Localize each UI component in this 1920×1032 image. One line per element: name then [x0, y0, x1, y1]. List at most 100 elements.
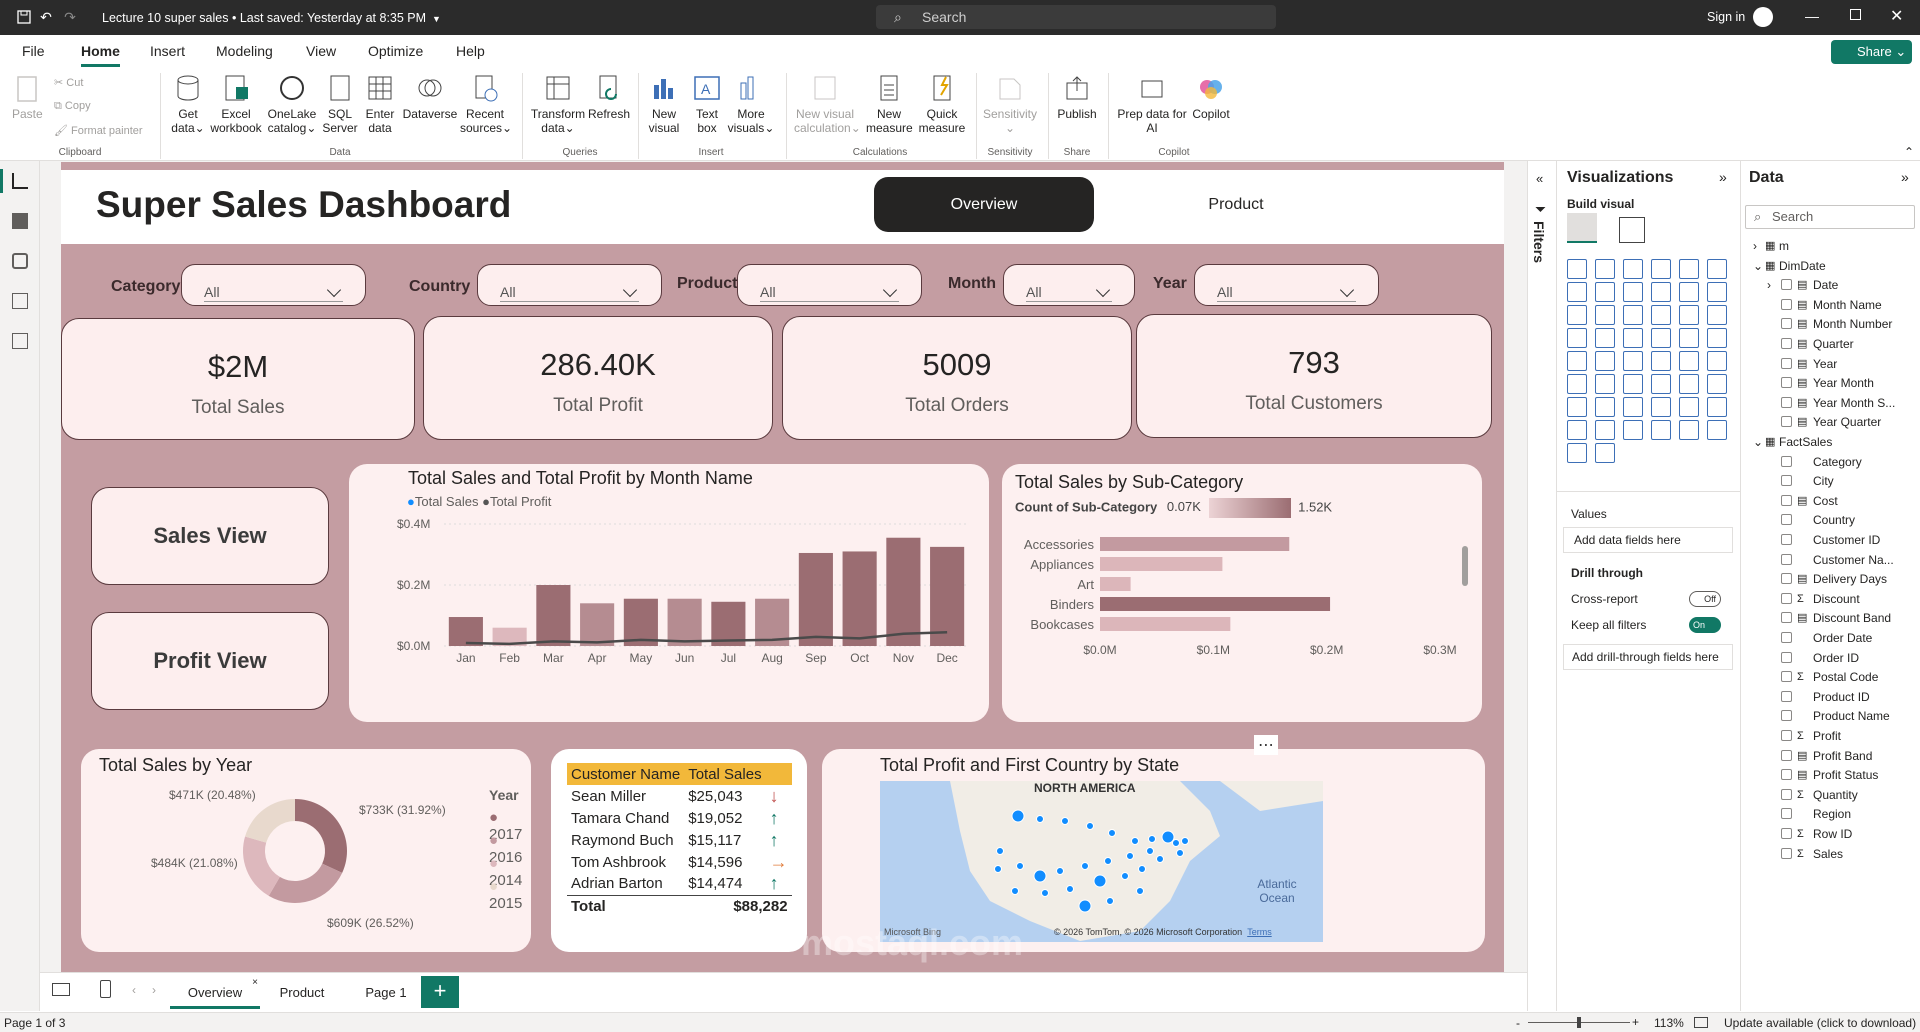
visual-type-icon[interactable]	[1595, 282, 1615, 302]
visual-type-icon[interactable]	[1623, 351, 1643, 371]
visual-type-icon[interactable]	[1623, 397, 1643, 417]
year-slicer[interactable]: All	[1194, 264, 1379, 306]
filters-pane-collapsed[interactable]: « ⏷ Filters	[1527, 161, 1556, 1011]
visual-type-icon[interactable]	[1595, 351, 1615, 371]
visual-type-icon[interactable]	[1679, 305, 1699, 325]
copy-button[interactable]: ⧉ Copy	[54, 100, 91, 112]
redo-icon[interactable]: ↷	[64, 8, 76, 25]
visual-type-icon[interactable]	[1651, 374, 1671, 394]
visual-type-icon[interactable]	[1595, 420, 1615, 440]
field-checkbox[interactable]	[1781, 651, 1792, 663]
visual-type-icon[interactable]	[1595, 374, 1615, 394]
account-avatar-icon[interactable]	[1753, 7, 1773, 27]
expand-chevron-icon[interactable]: ⌄	[1753, 435, 1764, 449]
map-canvas[interactable]: NORTH AMERICA Atlantic Ocean Microsoft B…	[880, 781, 1323, 942]
field-checkbox[interactable]	[1781, 279, 1792, 291]
onelake-catalog-button[interactable]: OneLake catalog⌄	[266, 73, 318, 135]
visual-type-icon[interactable]	[1595, 443, 1615, 463]
field-checkbox[interactable]	[1781, 612, 1792, 624]
field-checkbox[interactable]	[1781, 396, 1792, 408]
zoom-in-icon[interactable]: +	[1632, 1015, 1640, 1029]
visual-type-icon[interactable]	[1623, 305, 1643, 325]
visual-type-icon[interactable]	[1595, 328, 1615, 348]
expand-chevron-icon[interactable]: ›	[1753, 239, 1757, 253]
month-slicer[interactable]: All	[1003, 264, 1135, 306]
kpi-card-total-profit[interactable]: 286.40K Total Profit	[423, 316, 773, 440]
overview-nav-button[interactable]: Overview	[874, 177, 1094, 232]
quick-measure-button[interactable]: Quick measure	[918, 73, 966, 135]
visual-type-icon[interactable]	[1623, 328, 1643, 348]
visual-type-icon[interactable]	[1651, 305, 1671, 325]
visual-type-icon[interactable]	[1651, 397, 1671, 417]
format-visual-tab-icon[interactable]	[1619, 217, 1645, 243]
table-view-icon[interactable]	[12, 213, 28, 229]
menu-home[interactable]: Home	[81, 43, 120, 67]
keep-filters-toggle[interactable]: On	[1689, 617, 1721, 633]
save-icon[interactable]	[16, 9, 32, 25]
table-row[interactable]: Raymond Buch $15,117 ↑	[567, 829, 792, 851]
profit-by-state-map[interactable]: Total Profit and First Country by State …	[822, 735, 1485, 952]
visual-type-icon[interactable]	[1567, 420, 1587, 440]
visual-type-icon[interactable]	[1567, 259, 1587, 279]
get-data-button[interactable]: Get data⌄	[170, 73, 206, 135]
next-page-icon[interactable]: ›	[152, 983, 156, 997]
top-customers-table[interactable]: Customer Name Total Sales Sean Miller $25…	[551, 749, 807, 952]
page-tab-page1[interactable]: Page 1	[346, 977, 426, 1009]
column-header-customer[interactable]: Customer Name	[571, 765, 681, 783]
more-options-icon[interactable]: ⋯	[1254, 735, 1278, 755]
text-box-button[interactable]: A Text box	[690, 73, 724, 135]
collapse-ribbon-icon[interactable]: ⌃	[1904, 145, 1915, 159]
visual-type-icon[interactable]	[1707, 397, 1727, 417]
kpi-card-total-orders[interactable]: 5009 Total Orders	[782, 316, 1132, 440]
visual-type-icon[interactable]	[1679, 420, 1699, 440]
field-checkbox[interactable]	[1781, 534, 1792, 545]
global-search-input[interactable]: ⌕ Search	[876, 5, 1276, 29]
field-checkbox[interactable]	[1781, 828, 1792, 839]
minimize-icon[interactable]: —	[1805, 8, 1819, 24]
expand-filters-icon[interactable]: «	[1536, 171, 1544, 186]
field-checkbox[interactable]	[1781, 514, 1792, 526]
enter-data-button[interactable]: Enter data	[362, 73, 398, 135]
field-checkbox[interactable]	[1781, 788, 1792, 800]
desktop-layout-icon[interactable]	[52, 983, 70, 996]
visual-type-icon[interactable]	[1651, 282, 1671, 302]
report-view-icon[interactable]	[12, 173, 28, 189]
visual-type-icon[interactable]	[1651, 328, 1671, 348]
menu-optimize[interactable]: Optimize	[368, 43, 424, 59]
share-button[interactable]: Share ⌄	[1831, 40, 1912, 64]
visual-type-icon[interactable]	[1595, 397, 1615, 417]
field-checkbox[interactable]	[1781, 632, 1792, 643]
values-drop-zone[interactable]: Add data fields here	[1563, 527, 1733, 553]
visual-type-icon[interactable]	[1707, 305, 1727, 325]
country-slicer[interactable]: All	[477, 264, 662, 306]
tmdl-view-icon[interactable]	[12, 333, 28, 349]
visual-type-icon[interactable]	[1707, 351, 1727, 371]
sql-server-button[interactable]: SQL Server	[322, 73, 358, 135]
subcategory-scrollbar[interactable]	[1462, 546, 1468, 586]
menu-insert[interactable]: Insert	[150, 43, 186, 59]
year-legend-item[interactable]: ● 2017	[489, 809, 531, 843]
dax-query-icon[interactable]	[12, 293, 28, 309]
model-view-icon[interactable]	[12, 253, 28, 269]
expand-chevron-icon[interactable]: ›	[1767, 278, 1771, 293]
expand-chevron-icon[interactable]: ⌄	[1753, 258, 1764, 273]
visual-type-icon[interactable]	[1567, 397, 1587, 417]
new-measure-button[interactable]: New measure	[866, 73, 913, 135]
visual-type-icon[interactable]	[1595, 259, 1615, 279]
visual-type-icon[interactable]	[1623, 420, 1643, 440]
zoom-out-icon[interactable]: -	[1516, 1016, 1520, 1030]
transform-data-button[interactable]: Transform data⌄	[530, 73, 586, 135]
column-header-sales[interactable]: Total Sales	[688, 765, 762, 783]
zoom-slider-thumb[interactable]	[1577, 1017, 1581, 1028]
menu-modeling[interactable]: Modeling	[216, 43, 273, 59]
document-title[interactable]: Lecture 10 super sales • Last saved: Yes…	[102, 11, 441, 25]
table-row[interactable]: Tom Ashbrook $14,596 →	[567, 851, 792, 873]
visual-type-icon[interactable]	[1567, 305, 1587, 325]
field-checkbox[interactable]	[1781, 494, 1792, 506]
visual-type-icon[interactable]	[1679, 282, 1699, 302]
field-checkbox[interactable]	[1781, 475, 1792, 487]
visual-type-icon[interactable]	[1623, 282, 1643, 302]
field-checkbox[interactable]	[1781, 671, 1792, 683]
sales-by-subcategory-chart[interactable]: Total Sales by Sub-Category Count of Sub…	[1002, 464, 1482, 722]
profit-view-button[interactable]: Profit View	[91, 612, 329, 710]
